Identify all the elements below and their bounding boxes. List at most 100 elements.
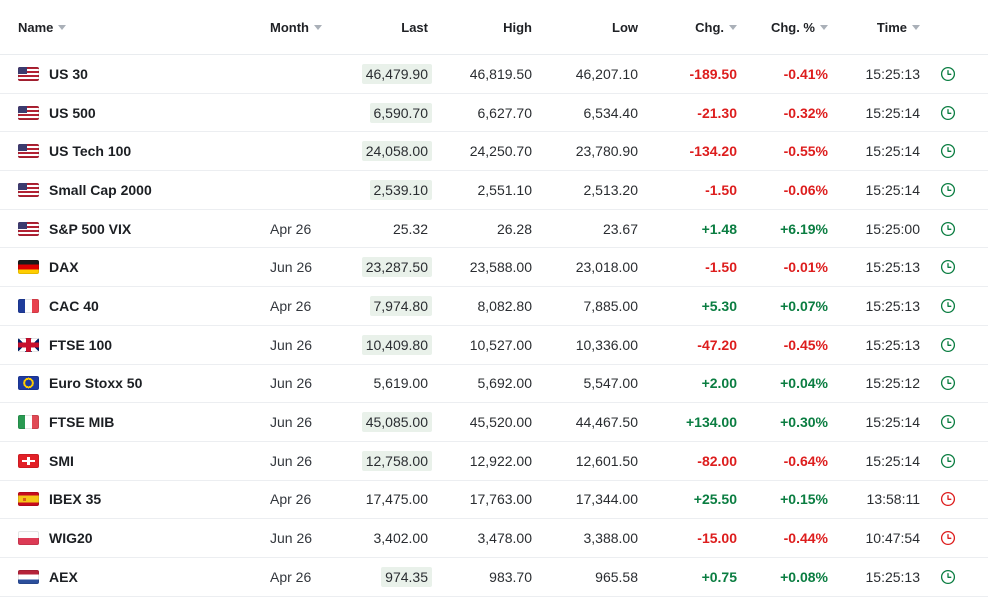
- table-row[interactable]: SMI Jun 26 12,758.00 12,922.00 12,601.50…: [0, 442, 988, 481]
- clock-cell: [938, 221, 988, 237]
- change-cell: -1.50: [705, 259, 737, 276]
- table-row[interactable]: CAC 40 Apr 26 7,974.80 8,082.80 7,885.00…: [0, 287, 988, 326]
- instrument-name-link[interactable]: US Tech 100: [49, 143, 132, 160]
- change-percent-cell: -0.44%: [783, 530, 828, 547]
- column-header-low[interactable]: Low: [548, 20, 652, 35]
- table-row[interactable]: Small Cap 2000 2,539.10 2,551.10 2,513.2…: [0, 171, 988, 210]
- instrument-name-link[interactable]: DAX: [49, 259, 79, 276]
- last-cell: 5,619.00: [340, 373, 444, 393]
- sort-caret-icon: [313, 25, 322, 30]
- clock-cell: [938, 105, 988, 121]
- month-cell: Jun 26: [270, 375, 313, 392]
- change-cell: -82.00: [697, 452, 737, 469]
- instrument-name-cell[interactable]: AEX: [0, 569, 252, 585]
- column-header-month[interactable]: Month: [252, 20, 340, 35]
- instrument-name-link[interactable]: WIG20: [49, 530, 93, 547]
- column-header-last[interactable]: Last: [340, 20, 444, 35]
- last-value: 5,619.00: [373, 375, 429, 392]
- instrument-name-cell[interactable]: Small Cap 2000: [0, 182, 252, 198]
- table-row[interactable]: Euro Stoxx 50 Jun 26 5,619.00 5,692.00 5…: [0, 365, 988, 404]
- instrument-name-cell[interactable]: SMI: [0, 453, 252, 469]
- change-percent-cell: -0.55%: [783, 143, 828, 160]
- instrument-name-link[interactable]: CAC 40: [49, 297, 99, 314]
- time-cell: 15:25:13: [865, 336, 921, 353]
- last-cell: 23,287.50: [340, 257, 444, 278]
- last-value: 6,590.70: [369, 102, 432, 123]
- time-cell: 15:25:14: [865, 143, 921, 160]
- high-cell: 8,082.80: [477, 297, 533, 314]
- last-value: 2,539.10: [369, 179, 432, 200]
- market-status-clock-icon: [940, 66, 956, 82]
- table-row[interactable]: IBEX 35 Apr 26 17,475.00 17,763.00 17,34…: [0, 481, 988, 520]
- change-cell: -134.20: [689, 143, 737, 160]
- last-cell: 974.35: [340, 566, 444, 587]
- time-cell: 15:25:00: [865, 220, 921, 237]
- instrument-name-cell[interactable]: US 30: [0, 66, 252, 82]
- month-cell: Apr 26: [270, 297, 312, 314]
- change-cell: +5.30: [701, 297, 737, 314]
- instrument-name-cell[interactable]: WIG20: [0, 530, 252, 546]
- instrument-name-cell[interactable]: DAX: [0, 259, 252, 275]
- table-row[interactable]: AEX Apr 26 974.35 983.70 965.58 +0.75 +0…: [0, 558, 988, 597]
- instrument-name-link[interactable]: FTSE 100: [49, 336, 113, 353]
- column-header-last-label: Last: [401, 19, 428, 35]
- clock-cell: [938, 569, 988, 585]
- change-cell: +2.00: [701, 375, 737, 392]
- last-value: 45,085.00: [361, 412, 432, 433]
- instrument-name-link[interactable]: AEX: [49, 568, 78, 585]
- table-row[interactable]: US Tech 100 24,058.00 24,250.70 23,780.9…: [0, 132, 988, 172]
- table-row[interactable]: FTSE 100 Jun 26 10,409.80 10,527.00 10,3…: [0, 326, 988, 365]
- column-header-high-label: High: [503, 19, 532, 35]
- instrument-name-link[interactable]: IBEX 35: [49, 491, 102, 508]
- column-header-chg-pct-label: Chg. %: [770, 19, 815, 35]
- clock-cell: [938, 375, 988, 391]
- instrument-name-cell[interactable]: FTSE MIB: [0, 414, 252, 430]
- instrument-name-link[interactable]: Small Cap 2000: [49, 181, 152, 198]
- column-header-chg-pct[interactable]: Chg. %: [752, 20, 844, 35]
- last-value: 46,479.90: [361, 63, 432, 84]
- instrument-name-cell[interactable]: S&P 500 VIX: [0, 221, 252, 237]
- instrument-name-link[interactable]: SMI: [49, 452, 74, 469]
- high-cell: 2,551.10: [477, 181, 533, 198]
- instrument-name-link[interactable]: US 30: [49, 65, 88, 82]
- column-header-chg[interactable]: Chg.: [652, 20, 752, 35]
- instrument-name-cell[interactable]: FTSE 100: [0, 337, 252, 353]
- last-value: 24,058.00: [361, 141, 432, 162]
- table-row[interactable]: S&P 500 VIX Apr 26 25.32 26.28 23.67 +1.…: [0, 210, 988, 249]
- low-cell: 12,601.50: [575, 452, 638, 469]
- change-percent-cell: -0.45%: [783, 336, 828, 353]
- instrument-name-link[interactable]: Euro Stoxx 50: [49, 375, 143, 392]
- clock-cell: [938, 337, 988, 353]
- table-row[interactable]: US 500 6,590.70 6,627.70 6,534.40 -21.30…: [0, 94, 988, 133]
- low-cell: 2,513.20: [583, 181, 639, 198]
- market-status-clock-icon: [940, 143, 956, 159]
- change-percent-cell: +6.19%: [780, 220, 828, 237]
- low-cell: 10,336.00: [575, 336, 638, 353]
- table-row[interactable]: US 30 46,479.90 46,819.50 46,207.10 -189…: [0, 55, 988, 94]
- instrument-name-link[interactable]: S&P 500 VIX: [49, 220, 132, 237]
- instrument-name-cell[interactable]: IBEX 35: [0, 491, 252, 507]
- instrument-name-cell[interactable]: Euro Stoxx 50: [0, 375, 252, 391]
- instrument-name-cell[interactable]: US Tech 100: [0, 143, 252, 159]
- change-cell: -189.50: [689, 65, 737, 82]
- column-header-high[interactable]: High: [444, 20, 548, 35]
- table-row[interactable]: FTSE MIB Jun 26 45,085.00 45,520.00 44,4…: [0, 403, 988, 442]
- time-cell: 15:25:14: [865, 104, 921, 121]
- instrument-name-link[interactable]: FTSE MIB: [49, 414, 115, 431]
- month-cell: Jun 26: [270, 414, 313, 431]
- table-row[interactable]: DAX Jun 26 23,287.50 23,588.00 23,018.00…: [0, 248, 988, 288]
- high-cell: 12,922.00: [469, 452, 532, 469]
- time-cell: 15:25:13: [865, 259, 921, 276]
- column-header-name[interactable]: Name: [0, 20, 252, 35]
- last-value: 23,287.50: [361, 257, 432, 278]
- low-cell: 23,018.00: [575, 259, 638, 276]
- market-status-clock-icon: [940, 221, 956, 237]
- instrument-name-link[interactable]: US 500: [49, 104, 96, 121]
- instrument-name-cell[interactable]: CAC 40: [0, 298, 252, 314]
- table-row[interactable]: WIG20 Jun 26 3,402.00 3,478.00 3,388.00 …: [0, 519, 988, 558]
- column-header-time[interactable]: Time: [844, 20, 938, 35]
- country-flag-icon: [18, 376, 39, 391]
- instrument-name-cell[interactable]: US 500: [0, 105, 252, 121]
- change-cell: -21.30: [697, 104, 737, 121]
